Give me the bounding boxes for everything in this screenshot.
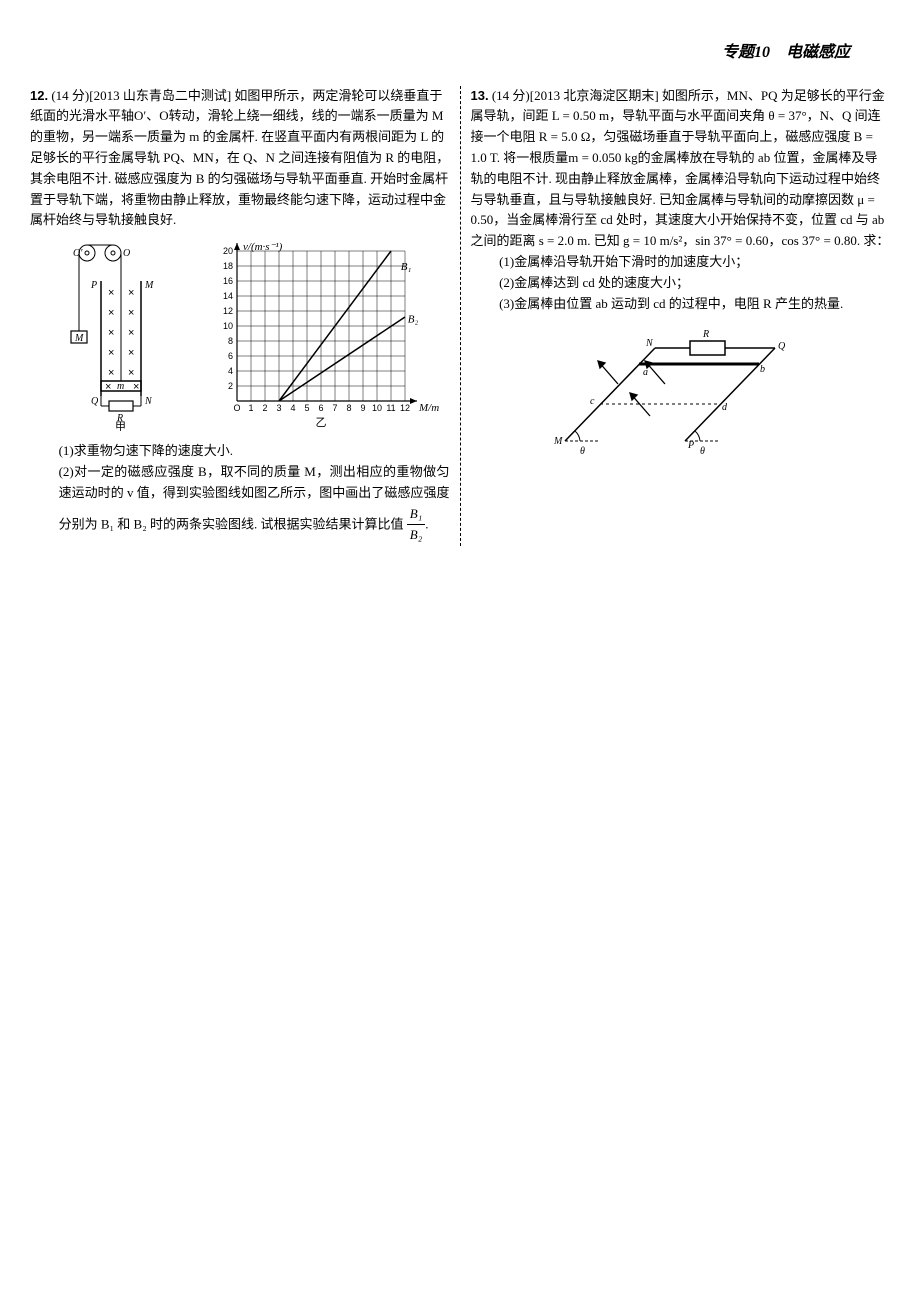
svg-text:10: 10 — [223, 321, 233, 331]
label-b: b — [760, 364, 765, 375]
q13-meta: (14 分)[2013 北京海淀区期末] — [492, 88, 659, 103]
svg-text:6: 6 — [228, 351, 233, 361]
svg-text:7: 7 — [332, 403, 337, 413]
svg-text:8: 8 — [346, 403, 351, 413]
label-P13: P — [687, 440, 694, 451]
label-c: c — [590, 396, 595, 407]
svg-text:12: 12 — [223, 306, 233, 316]
svg-text:×: × — [128, 327, 134, 339]
q12-sub2: (2)对一定的磁感应强度 B，取不同的质量 M，测出相应的重物做匀速运动时的 v… — [59, 462, 450, 546]
label-O2: O — [123, 248, 130, 259]
svg-text:10: 10 — [372, 403, 382, 413]
fraction-B1-B2: B₁B₂ — [407, 504, 425, 547]
svg-text:×: × — [108, 327, 114, 339]
svg-text:B₂: B₂ — [408, 313, 419, 325]
label-theta1: θ — [580, 446, 585, 457]
diagram-q13: R N Q M P a b c d θ — [550, 326, 810, 476]
label-d: d — [722, 402, 728, 413]
svg-text:11: 11 — [386, 403, 395, 413]
q12-body: 如图甲所示，两定滑轮可以绕垂直于纸面的光滑水平轴O′、O转动，滑轮上绕一细线，线… — [30, 88, 449, 228]
svg-text:8: 8 — [228, 336, 233, 346]
svg-text:3: 3 — [276, 403, 281, 413]
q13-sub2: (2)金属棒达到 cd 处的速度大小； — [499, 273, 890, 294]
label-M-weight: M — [74, 333, 84, 344]
label-R13: R — [702, 329, 709, 340]
label-M13: M — [553, 436, 563, 447]
svg-text:×: × — [108, 367, 114, 379]
svg-text:×: × — [108, 287, 114, 299]
q13-body: 如图所示，MN、PQ 为足够长的平行金属导轨，间距 L = 0.50 m，导轨平… — [471, 88, 890, 249]
svg-text:4: 4 — [290, 403, 295, 413]
q12-paragraph: 12. (14 分)[2013 山东青岛二中测试] 如图甲所示，两定滑轮可以绕垂… — [30, 86, 450, 232]
svg-text:14: 14 — [223, 291, 233, 301]
svg-text:×: × — [128, 347, 134, 359]
right-column: 13. (14 分)[2013 北京海淀区期末] 如图所示，MN、PQ 为足够长… — [471, 86, 891, 547]
caption-jia: 甲 — [115, 421, 126, 431]
q12-sub1: (1)求重物匀速下降的速度大小. — [59, 441, 450, 462]
q13-sub1: (1)金属棒沿导轨开始下滑时的加速度大小； — [499, 252, 890, 273]
svg-text:1: 1 — [248, 403, 253, 413]
left-column: 12. (14 分)[2013 山东青岛二中测试] 如图甲所示，两定滑轮可以绕垂… — [30, 86, 450, 547]
label-O1: O′ — [73, 248, 83, 259]
q12-figures: O′ O M P M Q N × × × × × × — [30, 241, 450, 431]
svg-text:6: 6 — [318, 403, 323, 413]
label-P: P — [90, 280, 97, 291]
svg-text:×: × — [108, 307, 114, 319]
two-column-layout: 12. (14 分)[2013 山东青岛二中测试] 如图甲所示，两定滑轮可以绕垂… — [30, 86, 890, 547]
column-divider — [460, 86, 461, 547]
svg-text:v/(m·s⁻¹): v/(m·s⁻¹) — [243, 241, 283, 253]
svg-text:O: O — [233, 403, 240, 413]
q12-sub2-end: . — [425, 516, 428, 531]
q12-meta: (14 分)[2013 山东青岛二中测试] — [51, 88, 231, 103]
label-N: N — [144, 396, 153, 407]
svg-text:×: × — [108, 347, 114, 359]
page-header: 专题10 电磁感应 — [30, 40, 890, 66]
q13-number: 13. — [471, 88, 489, 103]
svg-text:18: 18 — [223, 261, 233, 271]
q12-number: 12. — [30, 88, 48, 103]
label-M-rail: M — [144, 280, 154, 291]
label-Q: Q — [91, 396, 99, 407]
q12-sub2-text: (2)对一定的磁感应强度 B，取不同的质量 M，测出相应的重物做匀速运动时的 v… — [59, 464, 450, 531]
svg-text:9: 9 — [360, 403, 365, 413]
label-m: m — [117, 381, 124, 392]
label-Q13: Q — [778, 341, 786, 352]
chart-yi: 2468101214161820O123456789101112B₁B₂v/(m… — [209, 241, 439, 431]
label-theta2: θ — [700, 446, 705, 457]
q13-sub3: (3)金属棒由位置 ab 运动到 cd 的过程中，电阻 R 产生的热量. — [499, 294, 890, 315]
svg-text:12: 12 — [400, 403, 410, 413]
svg-text:2: 2 — [262, 403, 267, 413]
svg-text:2: 2 — [228, 381, 233, 391]
svg-text:×: × — [128, 367, 134, 379]
svg-text:M/mg: M/mg — [418, 402, 439, 414]
svg-text:16: 16 — [223, 276, 233, 286]
diagram-jia: O′ O M P M Q N × × × × × × — [41, 241, 191, 431]
svg-text:乙: 乙 — [315, 416, 326, 429]
svg-text:×: × — [128, 307, 134, 319]
svg-text:20: 20 — [223, 246, 233, 256]
svg-text:5: 5 — [304, 403, 309, 413]
svg-text:×: × — [128, 287, 134, 299]
svg-text:4: 4 — [228, 366, 233, 376]
label-N13: N — [645, 338, 654, 349]
q13-paragraph: 13. (14 分)[2013 北京海淀区期末] 如图所示，MN、PQ 为足够长… — [471, 86, 891, 252]
svg-text:B₁: B₁ — [401, 261, 412, 273]
